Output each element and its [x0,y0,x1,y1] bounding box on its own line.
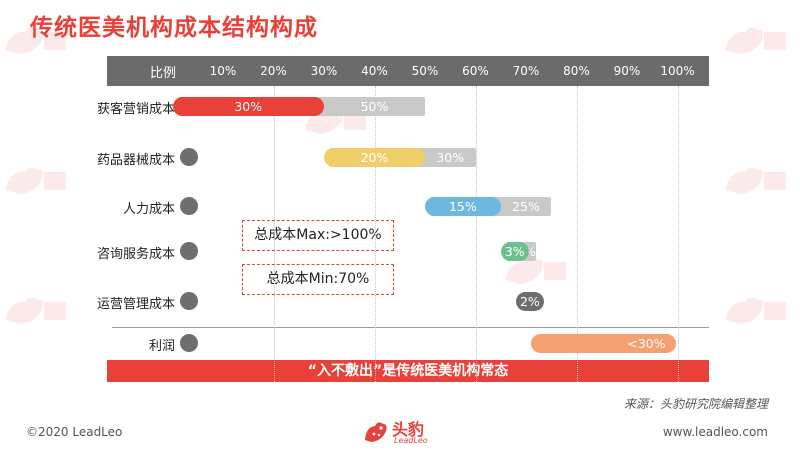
row-marker [180,197,198,215]
watermark-logo-icon [5,167,66,194]
conclusion-banner: “入不敷出”是传统医美机构常态 [107,360,709,382]
x-gridline [475,86,477,382]
row-marker [180,148,198,166]
x-tick-label: 30% [310,64,338,78]
x-tick-label: 60% [462,64,489,78]
min-range-bar: 30% [172,96,324,116]
min-range-bar: 2% [515,291,544,311]
watermark-logo-icon [725,27,786,54]
min-range-bar: 3% [500,241,529,261]
row-label: 运营管理成本 [96,297,175,312]
row-label: 获客营销成本 [96,102,175,117]
x-tick-label: 40% [361,64,388,78]
logo-name: 头豹 [392,420,425,439]
axis-header-bar [107,56,709,86]
x-tick-label: 10% [209,64,237,78]
profit-divider [112,327,709,328]
watermark-logo-icon [725,167,786,194]
copyright: ©2020 LeadLeo [26,425,123,439]
x-tick-label: 90% [613,64,641,78]
x-gridline [576,86,578,382]
min-range-bar: 15% [425,196,501,216]
axis-header-label: 比例 [150,66,177,81]
row-label: 咨询服务成本 [96,247,175,262]
x-tick-label: 20% [260,64,287,78]
row-marker [180,334,198,352]
row-label: 人力成本 [122,202,175,217]
row-label: 利润 [148,339,175,354]
leopard-logo-icon [365,422,387,442]
x-gridline [273,86,275,382]
watermark-logo-icon [5,297,66,324]
min-range-bar: <30% [531,333,676,353]
watermark-logo-icon [725,297,786,324]
x-gridline [374,86,376,382]
x-tick-label: 50% [411,64,439,78]
page-title: 传统医美机构成本结构构成 [30,15,318,41]
x-tick-label: 70% [512,64,540,78]
note-total-min: 总成本Min:70% [242,264,394,295]
note-total-max: 总成本Max:>100% [242,220,394,251]
x-tick-label: 100% [660,64,695,78]
min-range-bar: 20% [324,147,425,167]
website-link[interactable]: www.leadleo.com [662,425,768,439]
row-marker [180,242,198,260]
x-gridline [677,86,679,382]
logo-sub: LeadLeo [394,436,428,445]
x-tick-label: 80% [563,64,590,78]
row-label: 药品器械成本 [96,153,175,168]
source-note: 来源：头豹研究院编辑整理 [623,397,768,411]
row-marker [180,292,198,310]
brand-logo: 头豹 LeadLeo [362,416,442,448]
